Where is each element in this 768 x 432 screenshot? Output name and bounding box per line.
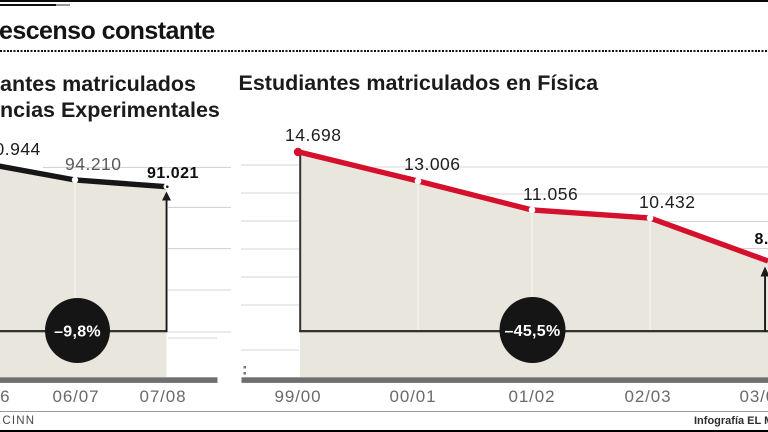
svg-text:–9,8%: –9,8% (54, 324, 101, 341)
svg-text:–45,5%: –45,5% (504, 323, 560, 340)
